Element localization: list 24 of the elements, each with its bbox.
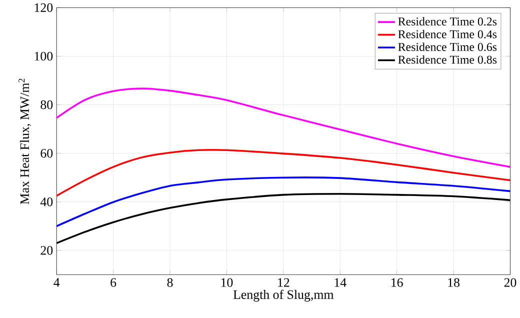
x-tick-label: 14 — [334, 278, 346, 287]
line-series — [56, 148, 510, 197]
y-tick-label: 20 — [40, 246, 53, 255]
legend-label: Residence Time 0.8s — [398, 55, 497, 64]
legend-label: Residence Time 0.4s — [398, 30, 497, 38]
legend-label: Residence Time 0.6s — [398, 42, 497, 51]
x-tick-label: 4 — [54, 278, 60, 287]
x-tick-label: 12 — [278, 278, 290, 287]
x-axis-title: Length of Slug,mm — [233, 290, 334, 302]
x-tick-label: 16 — [392, 278, 403, 287]
x-tick-label: 18 — [448, 278, 460, 287]
y-axis-title: Max Heat Flux, MW/m$^{2}$ — [18, 78, 31, 204]
y-tick-label: 80 — [40, 100, 53, 109]
line-series — [56, 176, 510, 227]
line-series — [56, 87, 510, 168]
y-tick-label: 40 — [40, 197, 53, 206]
y-tick-label: 120 — [34, 3, 53, 12]
y-tick-label: 100 — [34, 52, 53, 60]
legend-label: Residence Time 0.2s — [398, 16, 497, 26]
y-tick-label: 60 — [40, 148, 53, 158]
x-tick-label: 8 — [167, 278, 173, 287]
x-tick-label: 6 — [110, 278, 116, 287]
x-tick-label: 10 — [221, 278, 233, 287]
x-tick-label: 20 — [504, 278, 516, 287]
